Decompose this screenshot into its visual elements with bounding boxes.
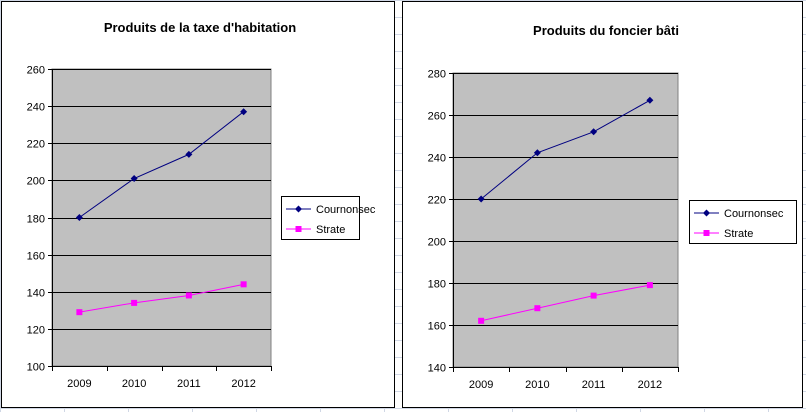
plot-area: [452, 72, 679, 368]
data-point-diamond: [75, 214, 83, 221]
legend-marker-diamond: [703, 209, 710, 217]
data-point-square: [76, 309, 83, 316]
chart-foncier-bati-svg: Produits du foncier bâti 140 160 180 200 220 2…: [428, 23, 797, 391]
y-tick-label: 260: [27, 65, 45, 77]
y-tick-label: 220: [428, 195, 446, 207]
chart-taxe-habitation-svg: Produits de la taxe d'habitation 100 120 14…: [27, 20, 376, 390]
x-tick-label: 2010: [122, 378, 146, 390]
legend-marker-square: [295, 226, 302, 232]
y-tick-label: 140: [27, 288, 45, 300]
x-tick-label: 2009: [469, 379, 493, 391]
data-point-diamond: [185, 150, 193, 158]
data-point-diamond: [590, 128, 598, 136]
y-tick-label: 280: [428, 69, 446, 81]
y-tick-label: 180: [428, 279, 446, 291]
series-line-cournonsec: [480, 99, 651, 200]
data-point-diamond: [477, 195, 485, 203]
data-point-diamond: [533, 149, 541, 157]
data-point-square: [131, 299, 138, 306]
chart-title: Produits du foncier bâti: [533, 23, 679, 38]
chart-taxe-habitation[interactable]: Produits de la taxe d'habitation 100 120 14…: [1, 1, 395, 408]
y-tick-label: 100: [27, 362, 45, 374]
legend-marker-square: [703, 230, 710, 236]
y-tick-label: 120: [27, 325, 45, 337]
x-tick-label: 2011: [177, 378, 201, 390]
data-point-square: [590, 292, 597, 299]
legend-label: Strate: [724, 228, 753, 240]
data-point-square: [646, 282, 653, 289]
data-point-square: [240, 281, 247, 288]
legend-label: Cournonsec: [724, 208, 784, 220]
data-point-diamond: [646, 96, 654, 104]
series-line-strate: [481, 284, 650, 322]
y-tick-label: 240: [428, 153, 446, 165]
y-tick-label: 200: [27, 176, 45, 188]
series-line-cournonsec: [79, 111, 244, 218]
y-tick-label: 220: [27, 139, 45, 151]
y-tick-label: 180: [27, 214, 45, 226]
y-tick-label: 260: [428, 111, 446, 123]
x-tick-label: 2012: [231, 378, 255, 390]
legend-box: [689, 200, 797, 244]
y-tick-label: 240: [27, 102, 45, 114]
y-tick-label: 200: [428, 237, 446, 249]
y-tick-label: 160: [27, 251, 45, 263]
y-tick-label: 140: [428, 363, 446, 375]
chart-foncier-bati[interactable]: Produits du foncier bâti 140 160 180 200 220 2…: [402, 1, 803, 408]
data-point-diamond: [240, 108, 248, 116]
x-tick-label: 2011: [582, 379, 606, 391]
x-tick-label: 2009: [67, 378, 91, 390]
plot-area: [51, 68, 272, 367]
data-point-diamond: [130, 175, 138, 183]
data-point-square: [185, 292, 192, 299]
x-tick-label: 2010: [525, 379, 549, 391]
legend-label: Cournonsec: [316, 204, 376, 216]
legend-label: Strate: [316, 224, 345, 236]
x-tick-label: 2012: [638, 379, 662, 391]
y-tick-label: 160: [428, 321, 446, 333]
data-point-square: [478, 317, 485, 324]
data-point-square: [534, 305, 541, 312]
legend-marker-diamond: [295, 205, 302, 213]
series-line-strate: [79, 283, 244, 313]
chart-title: Produits de la taxe d'habitation: [104, 20, 296, 35]
legend-box: [281, 196, 360, 240]
